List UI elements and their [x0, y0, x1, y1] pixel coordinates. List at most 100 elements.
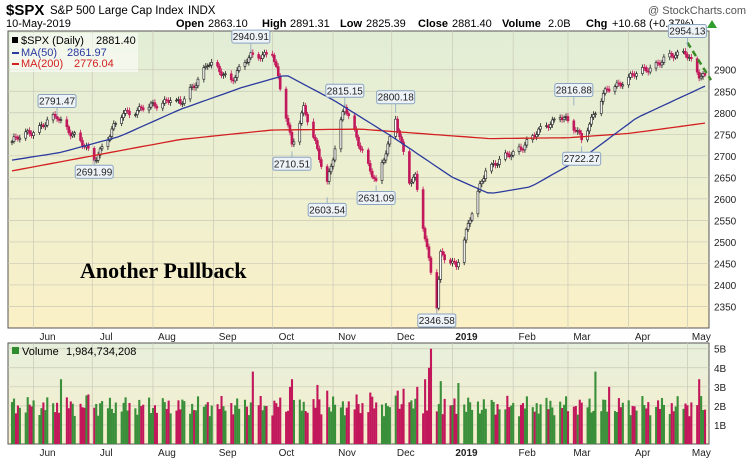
volume-bar: [592, 410, 595, 444]
candle: [539, 123, 542, 133]
candle: [79, 129, 82, 143]
candle: [224, 71, 227, 78]
volume-bar: [563, 404, 566, 444]
candle: [566, 113, 570, 124]
volume-bar: [523, 408, 526, 444]
volume-bar: [621, 402, 624, 444]
candle: [284, 86, 288, 122]
candle: [67, 124, 71, 136]
volume-bar: [330, 411, 333, 444]
volume-bar: [702, 409, 705, 444]
candle: [684, 47, 687, 58]
candle: [124, 108, 127, 117]
price-month-label: Jun: [39, 332, 55, 343]
candle: [537, 127, 540, 137]
candle: [439, 249, 443, 283]
volume-bar: [633, 406, 636, 444]
volume-tick-label: 5B: [714, 345, 727, 356]
volume-bar: [163, 402, 166, 444]
candle: [482, 175, 486, 184]
volume-bar: [388, 407, 391, 444]
volume-label: Volume: [502, 18, 541, 30]
volume-bar: [12, 398, 16, 444]
volume-bar: [124, 397, 127, 444]
candle: [689, 53, 693, 62]
volume-bar: [298, 399, 301, 444]
volume-month-label: May: [692, 448, 711, 459]
candle: [329, 163, 333, 175]
candle: [210, 58, 213, 69]
candle: [114, 121, 118, 128]
price-annotation: 2800.18: [376, 90, 416, 113]
volume-bar: [316, 384, 319, 444]
volume-bar: [95, 403, 98, 444]
volume-bar: [545, 397, 548, 444]
candle: [586, 127, 589, 143]
candle: [286, 114, 290, 128]
high-label: High: [262, 18, 287, 30]
volume-bar: [451, 405, 454, 444]
candle: [621, 81, 625, 90]
candle: [306, 111, 309, 126]
volume-bar: [400, 404, 403, 444]
volume-bar: [382, 416, 386, 444]
volume-bar: [606, 411, 609, 444]
candle: [408, 149, 411, 186]
candle: [43, 122, 47, 131]
volume-bar: [519, 404, 523, 444]
volume-bar: [140, 406, 143, 444]
candlestick-series: [10, 47, 707, 312]
price-month-label: Sep: [219, 332, 237, 343]
volume-bar: [613, 411, 617, 444]
candle: [699, 72, 703, 81]
volume-bar: [271, 415, 274, 444]
volume-bar: [332, 396, 335, 444]
candle: [229, 70, 233, 83]
volume-bar: [114, 402, 117, 444]
volume-bar: [455, 413, 458, 444]
candle: [662, 54, 666, 65]
volume-bar: [698, 379, 701, 444]
volume-tick-label: 2B: [714, 402, 727, 413]
candle: [153, 99, 157, 109]
candle: [588, 122, 591, 135]
volume-bar: [314, 407, 317, 444]
open-label: Open: [176, 18, 204, 30]
price-annotation: 2816.88: [554, 83, 594, 106]
volume-bar: [373, 408, 376, 444]
candle: [100, 143, 104, 152]
candle: [147, 103, 151, 114]
volume-bar: [24, 412, 27, 444]
volume-bar: [120, 411, 123, 444]
volume-bar: [565, 396, 568, 444]
price-month-label: May: [692, 332, 711, 343]
index-name: S&P 500 Large Cap Index: [50, 5, 184, 17]
volume-bar: [586, 407, 589, 444]
volume-bar: [138, 399, 141, 444]
volume-bar: [467, 397, 470, 444]
annotation-label: 2800.18: [378, 93, 415, 104]
volume-bar: [408, 402, 411, 444]
volume-bar: [38, 415, 41, 444]
volume-bar: [688, 416, 691, 444]
volume-bar: [471, 409, 474, 444]
volume-bar: [112, 413, 115, 444]
candle: [423, 226, 427, 242]
volume-bar: [32, 400, 35, 444]
volume-bar: [608, 386, 611, 444]
pullback-annotation: Another Pullback: [80, 258, 247, 283]
volume-bar: [604, 399, 607, 444]
price-month-label: Apr: [635, 332, 651, 343]
volume-bar: [590, 412, 593, 444]
volume-bar: [28, 404, 31, 444]
volume-month-label: Jul: [100, 448, 113, 459]
candle: [443, 251, 446, 264]
volume-bar: [134, 408, 137, 444]
candle: [627, 73, 630, 88]
price-month-label: Mar: [573, 332, 591, 343]
volume-bar: [429, 348, 433, 444]
legend-spx-label: $SPX (Daily): [21, 35, 84, 47]
candle: [410, 178, 413, 187]
volume-bar: [424, 379, 427, 444]
volume-bar: [71, 403, 74, 444]
